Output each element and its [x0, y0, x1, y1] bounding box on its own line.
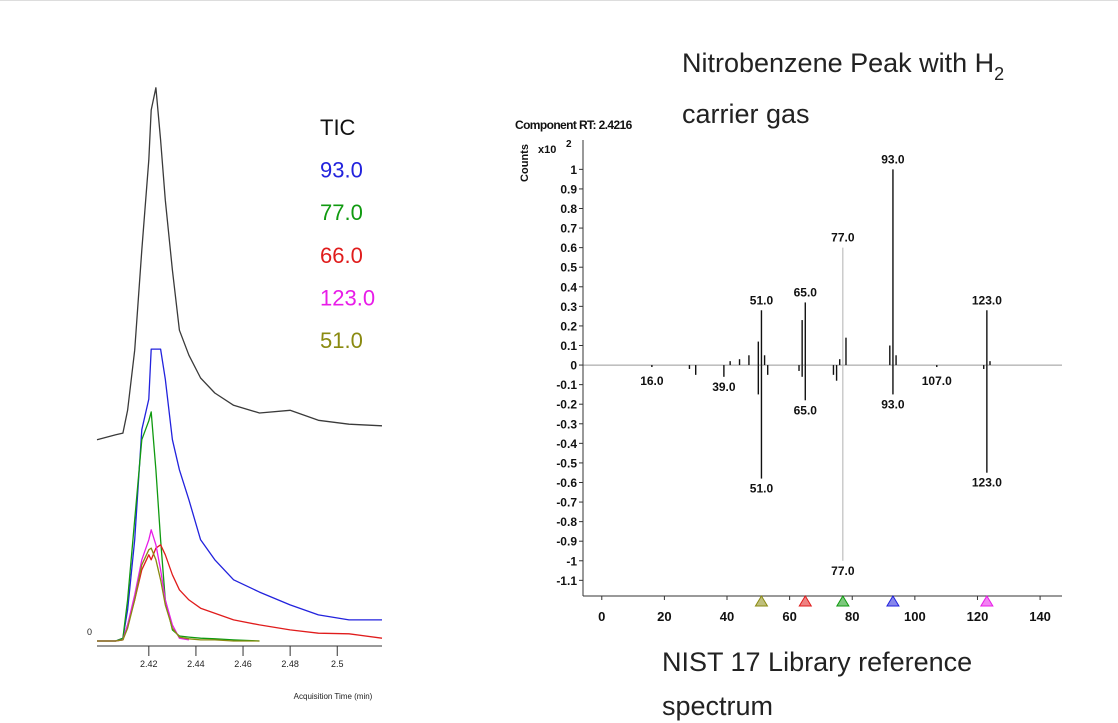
y-tick-label: -0.1 — [556, 378, 577, 392]
ion-marker — [979, 595, 994, 607]
ion-marker — [886, 595, 900, 607]
x-tick-label: 80 — [845, 609, 859, 624]
y-tick-label: -1.1 — [556, 574, 577, 588]
peak-label: 123.0 — [972, 293, 1002, 307]
annotation: spectrum — [662, 691, 773, 721]
legend-entry: 123.0 — [320, 285, 375, 310]
x-tick-label: 0 — [598, 609, 605, 624]
y-tick-label: 0.5 — [560, 261, 577, 275]
y-tick-label: -1 — [566, 554, 577, 568]
peak-label: 123.0 — [972, 476, 1002, 490]
annotation: NIST 17 Library reference — [662, 647, 972, 677]
y-tick-label: -0.6 — [556, 476, 577, 490]
annotation-subscript: 2 — [994, 64, 1004, 84]
series-line — [97, 547, 260, 642]
y-tick-label: -0.8 — [556, 515, 577, 529]
y-tick-label: 0.9 — [560, 182, 577, 196]
peak-label: 65.0 — [794, 403, 818, 417]
peak-label: 65.0 — [794, 285, 818, 299]
peak-label: 93.0 — [881, 397, 905, 411]
y-tick-label: 0.7 — [560, 222, 577, 236]
annotation-text: Nitrobenzene Peak with H — [682, 48, 994, 78]
ion-marker — [835, 595, 850, 607]
peak-label: 93.0 — [881, 152, 905, 166]
peak-label: 77.0 — [831, 231, 855, 245]
y-unit: x10 — [538, 144, 556, 156]
y-tick-label: -0.9 — [556, 535, 577, 549]
y-tick-label: 0.2 — [560, 319, 577, 333]
legend-entry: TIC — [320, 115, 356, 140]
x-tick-label: 100 — [904, 609, 926, 624]
y-tick-label: 1 — [570, 163, 577, 177]
peak-label: 77.0 — [831, 564, 855, 578]
chart-title: Component RT: 2.4216 — [515, 118, 633, 132]
legend-entry: 51.0 — [320, 328, 363, 353]
ion-marker — [754, 595, 769, 607]
peak-label: 107.0 — [922, 374, 952, 388]
y-axis-label: Counts — [519, 144, 531, 182]
x-tick-label: 2.44 — [187, 659, 205, 669]
y-tick-label: 0 — [570, 359, 577, 373]
series-line — [96, 87, 383, 441]
peak-label: 51.0 — [750, 293, 774, 307]
y-tick-label: 0.8 — [560, 202, 577, 216]
x-tick-label: 140 — [1029, 609, 1051, 624]
y-tick-label: -0.2 — [556, 398, 577, 412]
x-tick-label: 2.42 — [140, 659, 158, 669]
y-tick-label: -0.5 — [556, 456, 577, 470]
peak-label: 51.0 — [750, 482, 774, 496]
y-tick-label: -0.3 — [556, 417, 577, 431]
x-tick-label: 2.48 — [281, 659, 299, 669]
y-tick-label: 0 — [87, 627, 92, 637]
x-axis-label: Acquisition Time (min) — [294, 692, 373, 701]
peak-label: 39.0 — [712, 380, 736, 394]
legend-entry: 66.0 — [320, 243, 363, 268]
y-tick-label: 0.4 — [560, 280, 577, 294]
y-tick-label: 0.3 — [560, 300, 577, 314]
series-line — [97, 348, 382, 642]
legend-entry: 93.0 — [320, 158, 363, 183]
legend-entry: 77.0 — [320, 200, 363, 225]
y-tick-label: -0.7 — [556, 496, 577, 510]
series-line — [97, 529, 190, 642]
y-tick-label: -0.4 — [556, 437, 577, 451]
x-tick-label: 2.46 — [234, 659, 252, 669]
annotation: Nitrobenzene Peak with H2 — [682, 48, 1004, 84]
y-tick-label: 0.1 — [560, 339, 577, 353]
y-tick-label: 0.6 — [560, 241, 577, 255]
x-tick-label: 20 — [657, 609, 671, 624]
peak-label: 16.0 — [640, 374, 664, 388]
x-tick-label: 40 — [720, 609, 734, 624]
series-line — [97, 544, 383, 642]
x-tick-label: 2.5 — [331, 659, 344, 669]
x-tick-label: 120 — [967, 609, 989, 624]
annotation: carrier gas — [682, 99, 810, 129]
series-line — [97, 411, 260, 642]
x-tick-label: 60 — [782, 609, 796, 624]
ion-marker — [798, 595, 813, 607]
y-unit-exp: 2 — [566, 139, 572, 150]
